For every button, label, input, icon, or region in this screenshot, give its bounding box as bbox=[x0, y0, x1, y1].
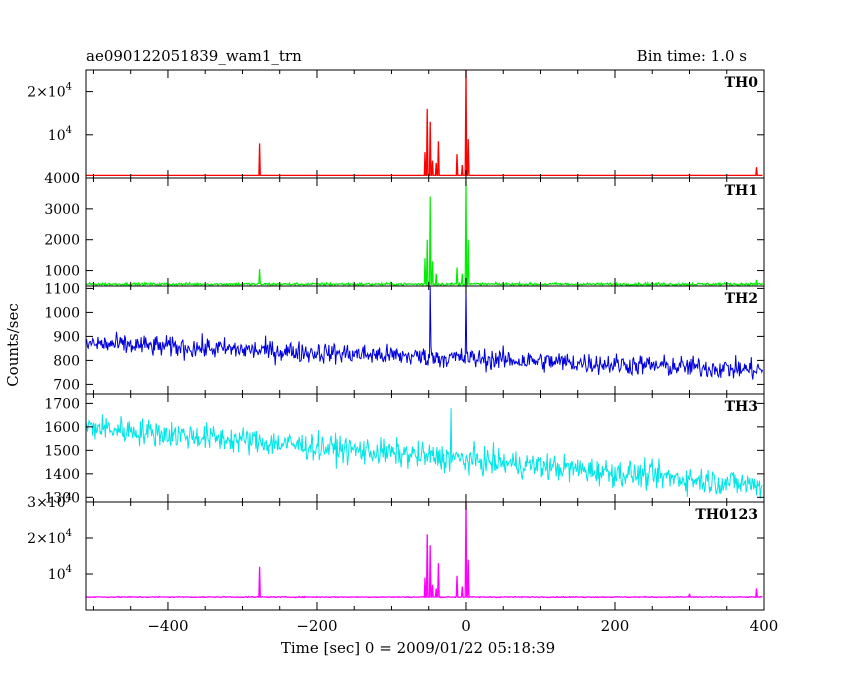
panel-label: TH0 bbox=[725, 75, 759, 91]
y-tick-label: 700 bbox=[53, 377, 80, 393]
panel-th1: 1000 2000 3000 4000 TH1 bbox=[44, 171, 765, 287]
y-tick-label: 1400 bbox=[44, 467, 80, 483]
panel-frame bbox=[85, 285, 765, 395]
y-tick-label: 1300 bbox=[44, 490, 80, 506]
panel-th0123: 104 2×104 3×104 TH0123 bbox=[27, 492, 765, 611]
y-tick-label: 3000 bbox=[44, 202, 80, 218]
x-tick-label: 400 bbox=[750, 617, 779, 635]
panels: 0 104 2×104 TH0 1000 2000 3000 4000 TH1 700 800 900… bbox=[27, 69, 765, 611]
panel-label: TH0123 bbox=[695, 507, 758, 523]
y-tick-label: 4000 bbox=[44, 171, 80, 187]
panel-label: TH3 bbox=[725, 399, 758, 415]
series-th0123 bbox=[86, 502, 763, 599]
y-tick-label: 1600 bbox=[44, 420, 80, 436]
series-th3 bbox=[86, 408, 763, 499]
y-tick-label: 2×104 bbox=[27, 528, 72, 547]
series-th0 bbox=[86, 70, 763, 177]
x-tick-label: 0 bbox=[461, 617, 471, 635]
panel-th0: 0 104 2×104 TH0 bbox=[27, 69, 765, 187]
y-tick-label: 1000 bbox=[44, 264, 80, 280]
panel-label: TH1 bbox=[725, 183, 758, 199]
x-axis: −400 −200 0 200 400 bbox=[147, 617, 778, 635]
y-tick-label: 104 bbox=[48, 125, 72, 144]
y-tick-label: 2×104 bbox=[27, 82, 72, 101]
panel-th2: 700 800 900 1000 1100 TH2 bbox=[44, 281, 765, 395]
y-tick-label: 800 bbox=[53, 353, 80, 369]
y-tick-label: 1500 bbox=[44, 443, 80, 459]
y-tick-label: 2000 bbox=[44, 233, 80, 249]
y-tick-label: 1700 bbox=[44, 396, 80, 412]
bin-time-label: Bin time: 1.0 s bbox=[637, 47, 747, 65]
x-axis-label: Time [sec] 0 = 2009/01/22 05:18:39 bbox=[281, 639, 555, 657]
x-tick-label: 200 bbox=[601, 617, 630, 635]
series-th2 bbox=[86, 286, 763, 380]
y-tick-label: 104 bbox=[48, 564, 72, 583]
figure-title: ae090122051839_wam1_trn bbox=[86, 47, 302, 65]
y-tick-label: 1100 bbox=[44, 281, 80, 297]
x-tick-label: −400 bbox=[147, 617, 188, 635]
x-tick-label: −200 bbox=[296, 617, 337, 635]
y-tick-label: 1000 bbox=[44, 305, 80, 321]
panel-th3: 1300 1400 1500 1600 1700 TH3 bbox=[44, 393, 765, 506]
y-tick-label: 0 bbox=[71, 171, 80, 187]
y-axis-label: Counts/sec bbox=[4, 303, 22, 387]
panel-label: TH2 bbox=[725, 291, 758, 307]
panel-frame bbox=[85, 501, 765, 611]
y-tick-label: 900 bbox=[53, 329, 80, 345]
y-tick-label: 3×104 bbox=[27, 492, 72, 511]
series-th1 bbox=[86, 178, 764, 286]
